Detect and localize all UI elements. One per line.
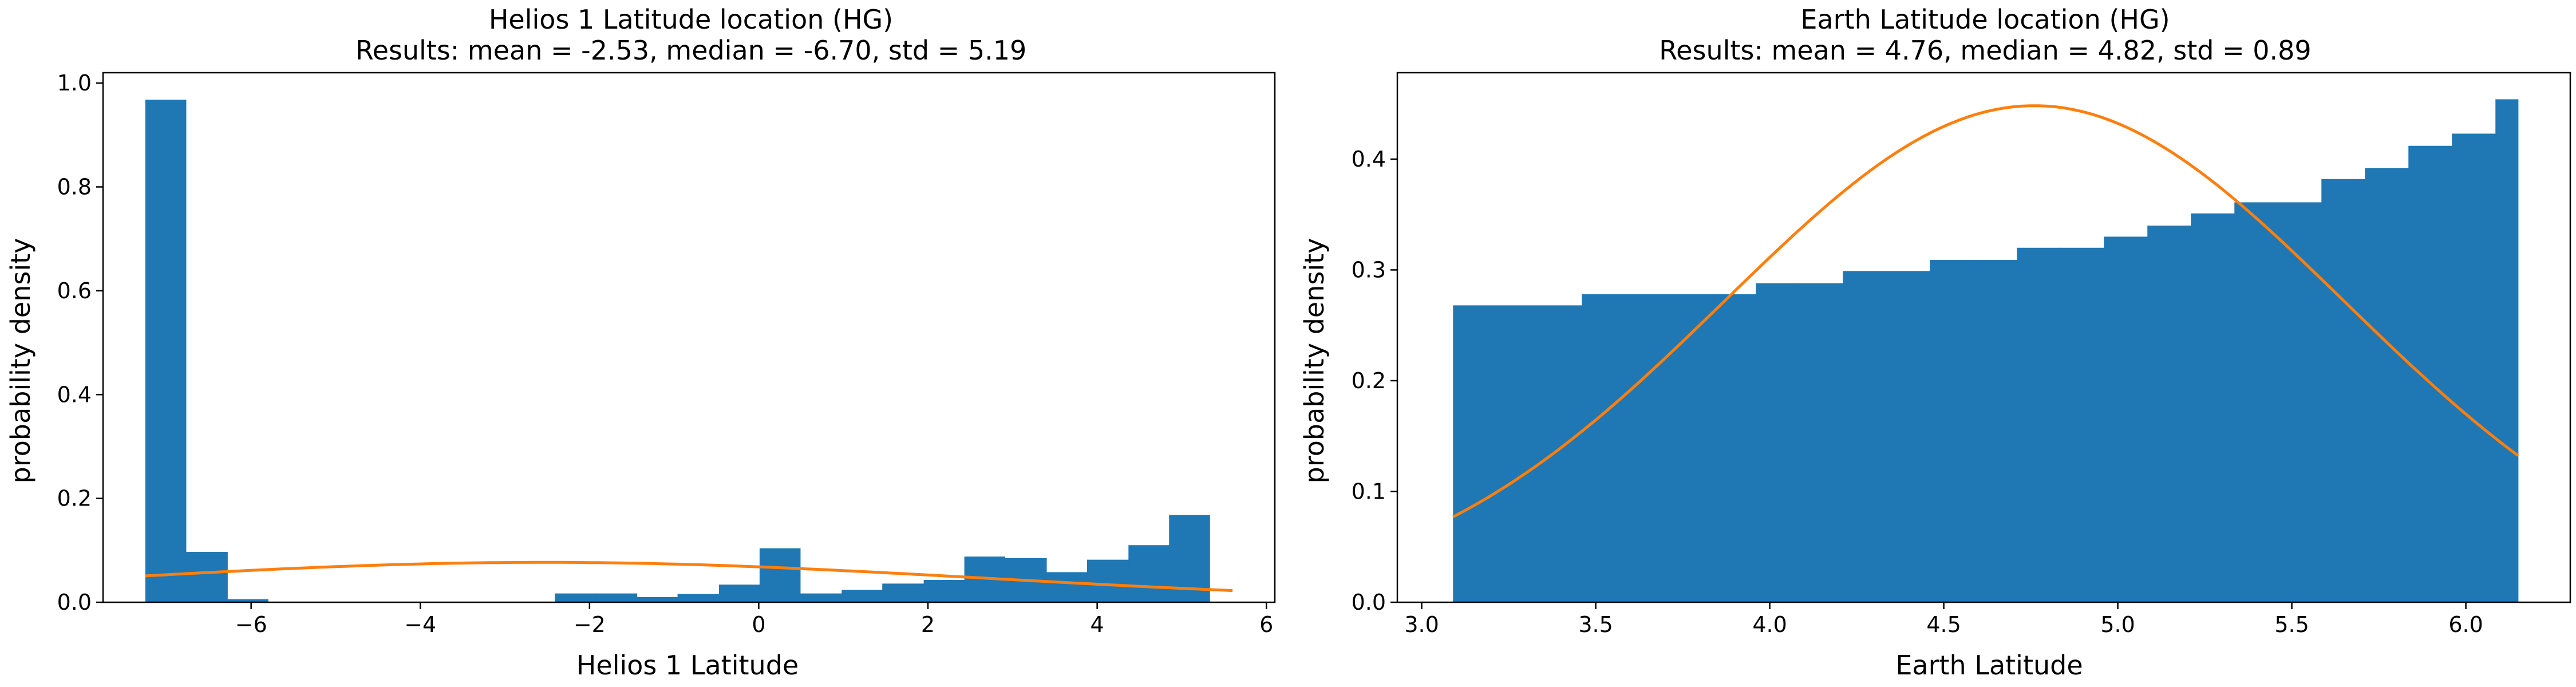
histogram-bar bbox=[1086, 559, 1129, 602]
histogram-bar bbox=[145, 100, 187, 602]
chart-title-line2: Results: mean = -2.53, median = -6.70, s… bbox=[355, 35, 1027, 66]
histogram-bar bbox=[1582, 294, 1626, 602]
y-tick-label: 0.3 bbox=[1352, 257, 1386, 282]
x-axis-ticks: −6 −4 −2 0 2 4 6 bbox=[235, 602, 1273, 637]
y-axis-label: probability density bbox=[5, 238, 36, 484]
histogram-bar bbox=[2147, 226, 2191, 603]
histogram-bar bbox=[1756, 283, 1800, 602]
y-tick-label: 0.4 bbox=[57, 382, 92, 407]
histogram-bar bbox=[2408, 145, 2452, 602]
histogram-bar bbox=[555, 593, 596, 602]
y-axis-label: probability density bbox=[1299, 238, 1330, 484]
y-tick-label: 0.8 bbox=[57, 175, 92, 200]
y-tick-label: 1.0 bbox=[57, 70, 92, 96]
histogram-bar bbox=[2234, 202, 2278, 603]
y-tick-label: 0.1 bbox=[1352, 479, 1386, 504]
chart-earth-latitude: Earth Latitude location (HG) Results: me… bbox=[1299, 4, 2571, 681]
histogram-bar bbox=[2191, 213, 2235, 602]
histogram-bar bbox=[185, 552, 228, 602]
y-tick-label: 0.2 bbox=[1352, 368, 1386, 393]
x-tick-label: −4 bbox=[404, 612, 436, 637]
histogram-bar bbox=[2365, 168, 2409, 602]
plot-frame bbox=[102, 72, 1276, 603]
histogram-bar bbox=[2017, 247, 2061, 602]
histogram-bar bbox=[1453, 305, 1540, 602]
x-tick-label: 2 bbox=[921, 612, 935, 637]
histogram-bar bbox=[595, 593, 638, 602]
fit-curve bbox=[145, 560, 1233, 593]
histogram-bar bbox=[882, 583, 924, 602]
x-axis-label: Earth Latitude bbox=[1895, 650, 2083, 681]
histogram-bar bbox=[923, 580, 965, 602]
histogram-bar bbox=[2278, 202, 2322, 603]
fit-curve-group bbox=[145, 560, 1233, 593]
histogram-bar bbox=[677, 594, 720, 602]
x-axis-ticks: 3.0 3.5 4.0 4.5 5.0 5.5 6.0 bbox=[1404, 602, 2483, 637]
histogram-bar bbox=[2060, 247, 2104, 602]
x-tick-label: 4.0 bbox=[1752, 612, 1787, 637]
chart-title-line2: Results: mean = 4.76, median = 4.82, std… bbox=[1659, 35, 2311, 66]
histogram-bar bbox=[759, 548, 801, 602]
histogram-bar bbox=[1712, 294, 1756, 602]
chart-title-line1: Helios 1 Latitude location (HG) bbox=[489, 4, 893, 35]
histogram-bar bbox=[1128, 545, 1170, 602]
x-tick-label: 6 bbox=[1259, 612, 1273, 637]
histogram-bar bbox=[1973, 260, 2017, 602]
histogram-bar bbox=[2495, 99, 2519, 603]
x-tick-label: 0 bbox=[752, 612, 765, 637]
histogram-bar bbox=[1046, 572, 1088, 602]
histogram-bar bbox=[1669, 294, 1713, 602]
chart-helios-latitude: Helios 1 Latitude location (HG) Results:… bbox=[5, 4, 1276, 681]
x-tick-label: −6 bbox=[235, 612, 267, 637]
histogram-bar bbox=[2104, 236, 2148, 602]
x-tick-label: 3.0 bbox=[1404, 612, 1439, 637]
x-tick-label: 6.0 bbox=[2448, 612, 2483, 637]
plot-frame bbox=[1396, 72, 2571, 603]
histogram-bar bbox=[1625, 294, 1669, 602]
histogram-bar bbox=[800, 593, 842, 602]
y-axis-ticks: 0.0 0.1 0.2 0.3 0.4 bbox=[1352, 147, 1397, 615]
chart-title-line1: Earth Latitude location (HG) bbox=[1800, 4, 2170, 35]
y-tick-label: 0.6 bbox=[57, 278, 92, 303]
histogram-bar bbox=[2452, 133, 2496, 603]
fit-curve bbox=[1452, 104, 2519, 519]
y-axis-ticks: 0.0 0.2 0.4 0.6 0.8 1.0 bbox=[57, 70, 103, 615]
histogram-bars bbox=[1453, 99, 2519, 603]
histogram-bar bbox=[227, 599, 268, 602]
histogram-bar bbox=[1886, 271, 1930, 602]
y-tick-label: 0.0 bbox=[1352, 590, 1386, 615]
histogram-bar bbox=[1540, 305, 1582, 602]
histogram-bar bbox=[1799, 283, 1843, 602]
histogram-bar bbox=[2321, 179, 2365, 602]
x-tick-label: 4 bbox=[1091, 612, 1104, 637]
histogram-bar bbox=[1843, 271, 1887, 602]
x-tick-label: 3.5 bbox=[1578, 612, 1613, 637]
histogram-bars bbox=[145, 100, 1210, 602]
histogram-bar bbox=[637, 597, 678, 602]
histogram-bar bbox=[841, 590, 883, 602]
y-tick-label: 0.0 bbox=[57, 590, 92, 615]
x-tick-label: 5.0 bbox=[2100, 612, 2135, 637]
x-tick-label: 4.5 bbox=[1926, 612, 1961, 637]
x-tick-label: −2 bbox=[574, 612, 606, 637]
x-tick-label: 5.5 bbox=[2274, 612, 2309, 637]
y-tick-label: 0.2 bbox=[57, 486, 92, 511]
y-tick-label: 0.4 bbox=[1352, 147, 1386, 172]
histogram-bar bbox=[1930, 260, 1974, 602]
x-axis-label: Helios 1 Latitude bbox=[576, 650, 799, 681]
histogram-bar bbox=[718, 585, 760, 602]
fit-curve-group bbox=[1452, 104, 2519, 519]
